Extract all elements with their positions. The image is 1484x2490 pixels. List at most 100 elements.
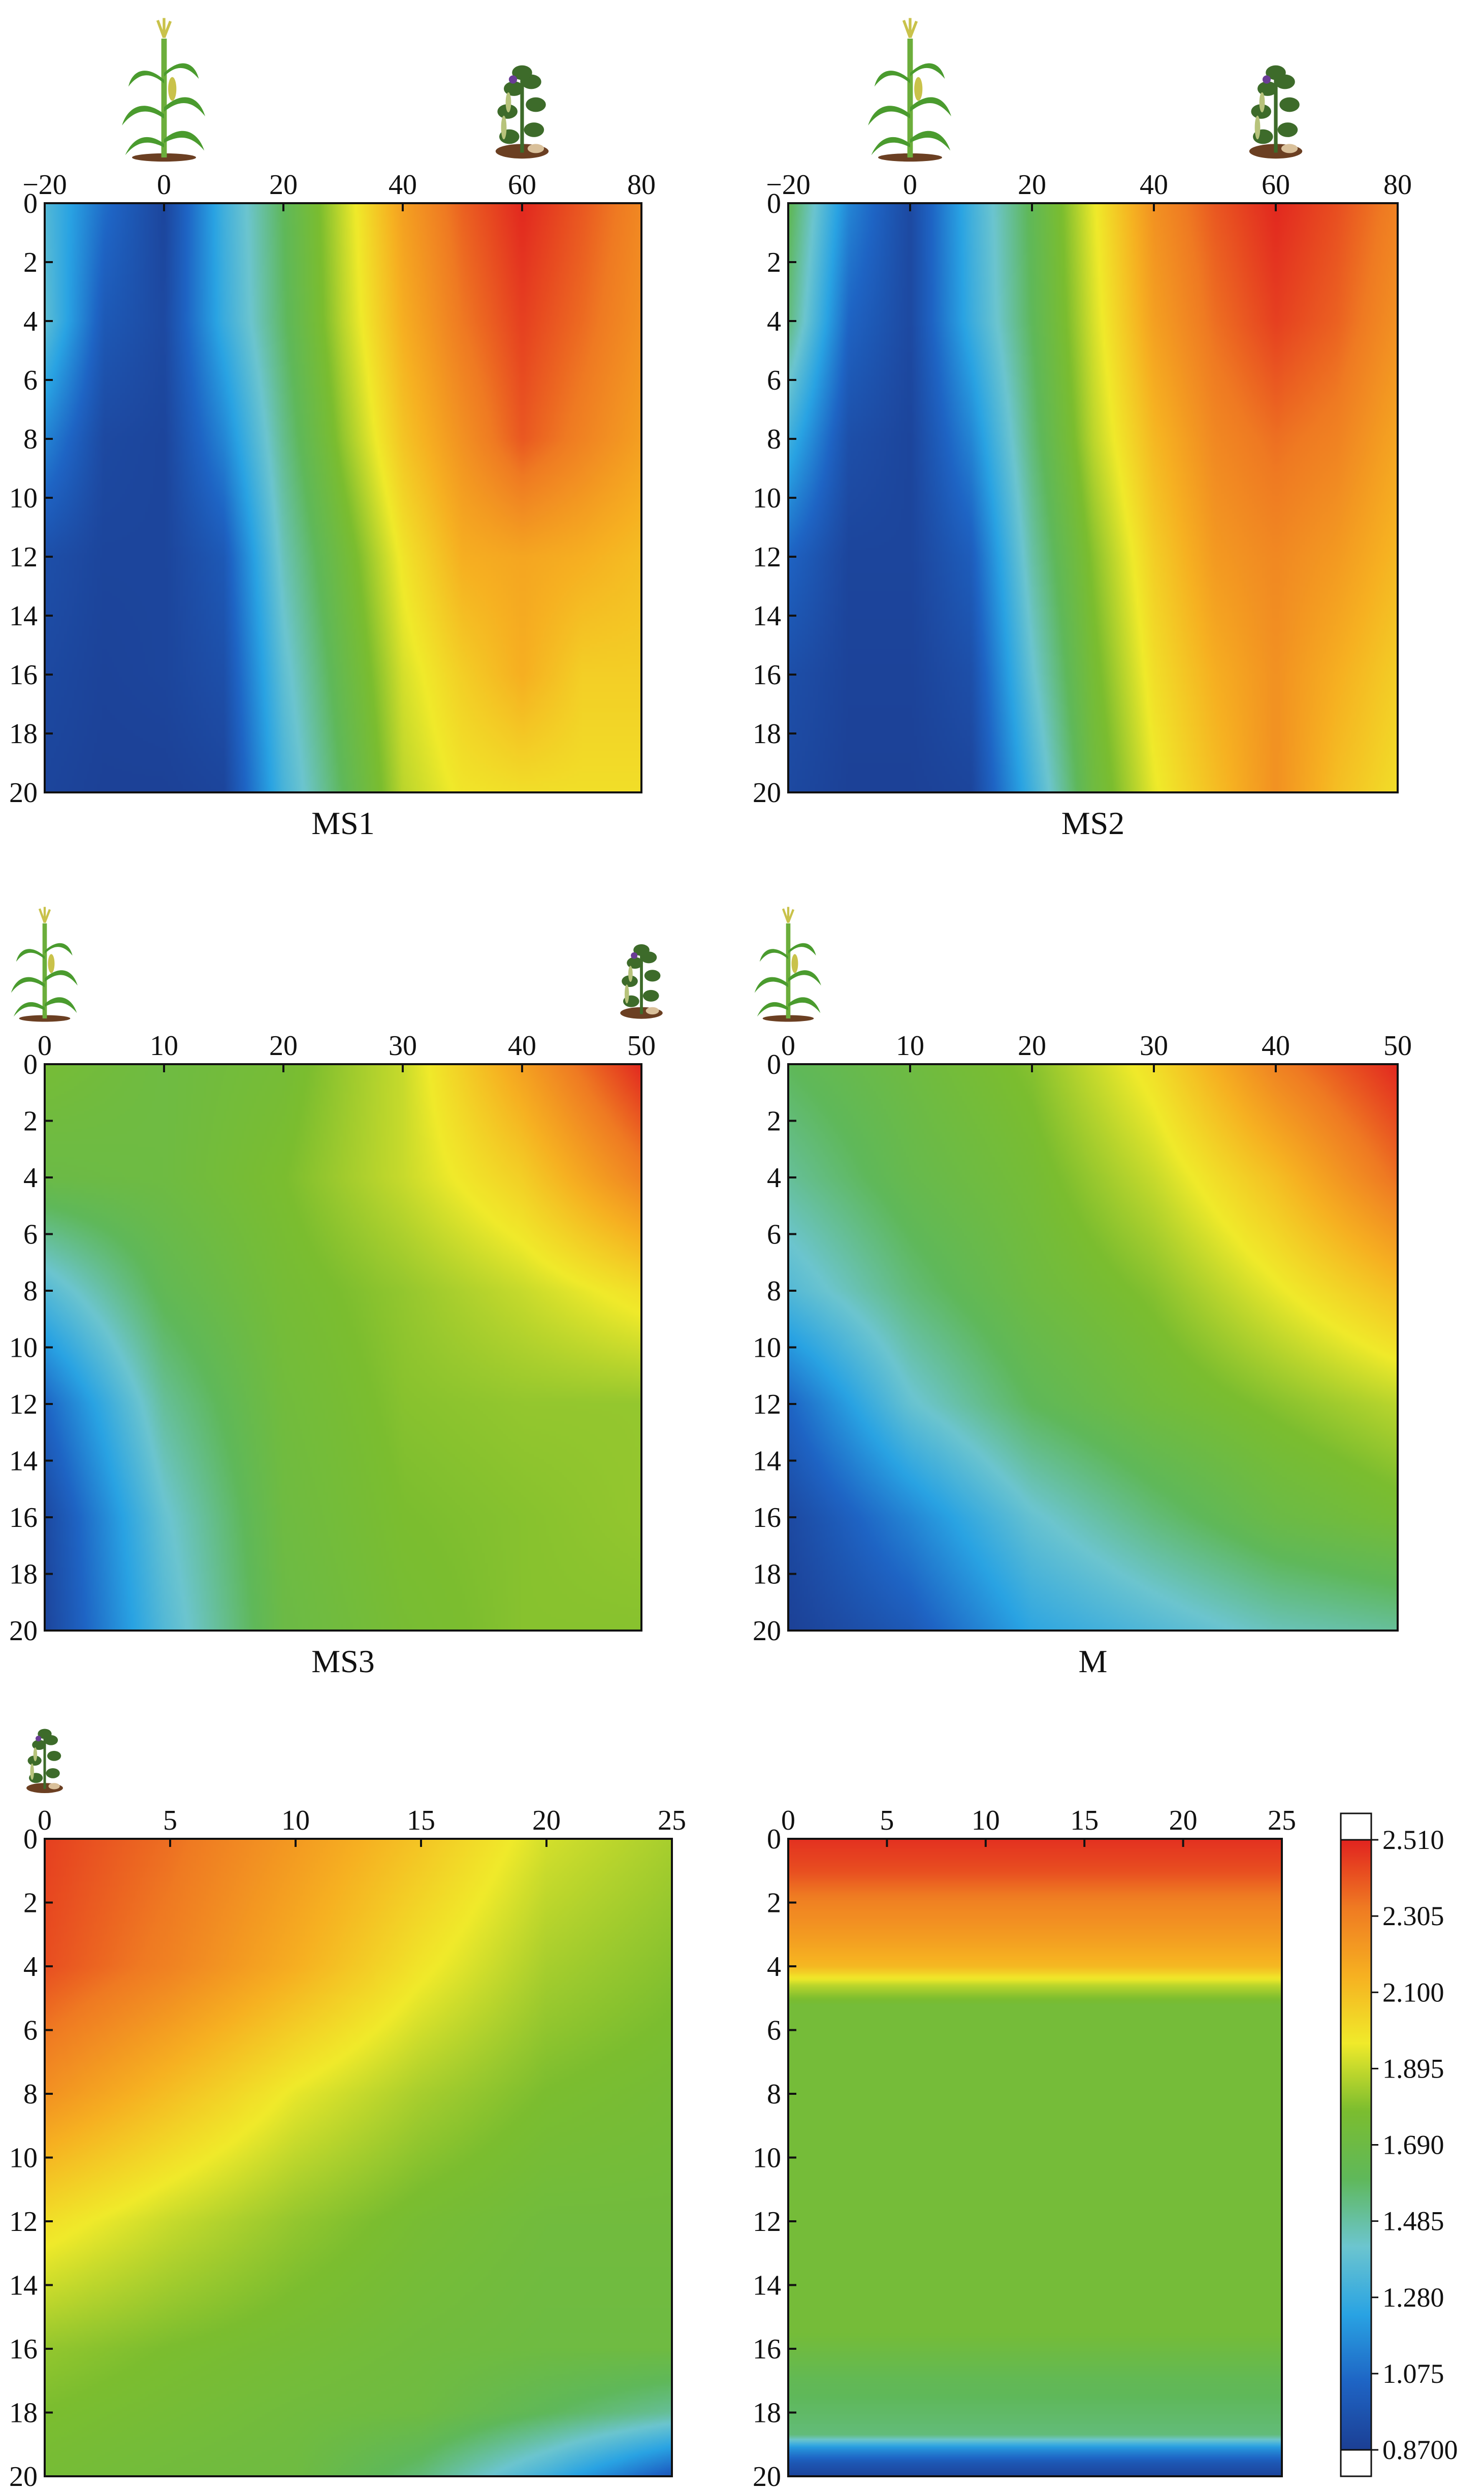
y-tick-label: 18 (753, 1559, 781, 1590)
y-tick-label: 12 (9, 2206, 38, 2238)
y-tick-label: 12 (9, 541, 38, 573)
heatmap-field (45, 1839, 672, 2476)
y-tick-label: 16 (9, 1502, 38, 1534)
x-tick-label: 10 (150, 1030, 178, 1062)
corn-plant-icon (754, 907, 821, 1022)
colorbar-tick-label: 1.895 (1382, 2053, 1444, 2084)
y-tick-label: 12 (753, 1389, 781, 1420)
y-tick-label: 4 (23, 306, 38, 337)
y-tick-label: 6 (23, 1219, 38, 1251)
colorbar-tick-label: 2.510 (1382, 1825, 1444, 1855)
panel-title: FL (1016, 2489, 1054, 2490)
y-tick-label: 0 (23, 1049, 38, 1080)
y-tick-label: 2 (23, 247, 38, 278)
x-tick-label: −20 (22, 169, 67, 201)
y-tick-label: 4 (767, 1951, 781, 1983)
y-tick-label: 20 (9, 1615, 38, 1647)
y-tick-label: 18 (9, 2398, 38, 2429)
x-tick-label: 0 (781, 1030, 795, 1062)
colorbar-tick-label: 2.100 (1382, 1977, 1444, 2007)
x-tick-label: 10 (281, 1805, 310, 1836)
x-tick-label: 40 (389, 169, 417, 201)
heatmap-field (788, 203, 1398, 792)
x-tick-label: 15 (407, 1805, 435, 1836)
heatmap-panel-s: 0 5 10 15 20 25 0 2 4 6 8 10 12 14 16 18 20 S (9, 1729, 686, 2490)
y-tick-label: 8 (767, 424, 781, 455)
y-tick-label: 0 (767, 1824, 781, 1855)
y-tick-label: 18 (9, 1559, 38, 1590)
soybean-plant-icon (1249, 65, 1303, 159)
y-tick-label: 8 (23, 424, 38, 455)
y-tick-label: 10 (9, 2143, 38, 2174)
x-tick-label: 20 (532, 1805, 561, 1836)
x-tick-label: 80 (627, 169, 656, 201)
y-tick-label: 6 (23, 365, 38, 396)
corn-plant-icon (11, 907, 78, 1022)
y-tick-label: 18 (9, 718, 38, 750)
x-tick-label: 0 (903, 169, 917, 201)
y-tick-label: 20 (753, 1615, 781, 1647)
colorbar-gradient (1340, 1839, 1372, 2451)
x-tick-label: 0 (38, 1805, 52, 1836)
y-tick-label: 4 (23, 1951, 38, 1983)
y-tick-label: 14 (9, 1446, 38, 1477)
y-tick-label: 8 (767, 1275, 781, 1307)
x-tick-label: 20 (269, 169, 298, 201)
x-tick-label: 15 (1070, 1805, 1099, 1836)
x-tick-label: 40 (508, 1030, 536, 1062)
heatmap-field (788, 1839, 1282, 2476)
y-tick-label: 20 (753, 777, 781, 809)
colorbar-tick-label: 1.075 (1382, 2358, 1444, 2389)
x-tick-label: 80 (1383, 169, 1412, 201)
y-tick-label: 0 (23, 188, 38, 219)
y-tick-label: 0 (23, 1824, 38, 1855)
y-tick-label: 6 (767, 2015, 781, 2047)
y-tick-label: 20 (753, 2461, 781, 2490)
y-tick-label: 2 (767, 247, 781, 278)
colorbar-tick-label: 2.305 (1382, 1901, 1444, 1931)
colorbar-cap-top (1340, 1812, 1372, 1841)
y-tick-label: 6 (767, 365, 781, 396)
y-tick-label: 12 (753, 2206, 781, 2238)
corn-plant-icon (122, 18, 205, 162)
x-tick-label: 10 (896, 1030, 924, 1062)
colorbar-tick-label: 0.8700 (1382, 2435, 1458, 2465)
y-tick-label: 10 (753, 483, 781, 514)
panel-title: MS2 (1061, 805, 1125, 841)
heatmap-field (788, 1064, 1398, 1631)
y-tick-label: 2 (23, 1888, 38, 1919)
x-tick-label: 40 (1262, 1030, 1290, 1062)
heatmap-panel-ms3: 0 10 20 30 40 50 0 2 4 6 8 10 12 14 16 18 20 MS3 (9, 907, 663, 1679)
x-tick-label: 50 (627, 1030, 656, 1062)
y-tick-label: 18 (753, 718, 781, 750)
y-tick-label: 8 (23, 2079, 38, 2110)
heatmap-panel-fl: 0 5 10 15 20 25 0 2 4 6 8 10 12 14 16 18 20 FL (753, 1805, 1296, 2490)
y-tick-label: 14 (9, 2270, 38, 2302)
y-tick-label: 14 (753, 2270, 781, 2302)
x-tick-label: 20 (1018, 1030, 1046, 1062)
y-tick-label: 8 (23, 1275, 38, 1307)
heatmap-panel-m: 0 10 20 30 40 50 0 2 4 6 8 10 12 14 16 18 20 M (753, 907, 1412, 1679)
x-tick-label: 30 (389, 1030, 417, 1062)
colorbar: 2.510 2.305 2.100 1.895 1.690 1.485 1.280 1.075… (1340, 1812, 1458, 2477)
heatmap-field (45, 203, 641, 792)
y-tick-label: 10 (753, 2143, 781, 2174)
panel-title: MS1 (311, 805, 375, 841)
y-tick-label: 16 (9, 2334, 38, 2365)
panel-title: MS3 (311, 1643, 375, 1679)
x-tick-label: 0 (38, 1030, 52, 1062)
x-tick-label: 60 (1262, 169, 1290, 201)
corn-plant-icon (868, 18, 951, 162)
y-tick-label: 16 (9, 659, 38, 691)
y-tick-label: 12 (9, 1389, 38, 1420)
colorbar-tick-label: 1.485 (1382, 2206, 1444, 2237)
colorbar-tick-label: 1.690 (1382, 2130, 1444, 2160)
y-tick-label: 12 (753, 541, 781, 573)
x-tick-label: 25 (658, 1805, 686, 1836)
y-tick-label: 16 (753, 2334, 781, 2365)
y-tick-label: 8 (767, 2079, 781, 2110)
colorbar-cap-bottom (1340, 2449, 1372, 2477)
x-tick-label: −20 (766, 169, 811, 201)
